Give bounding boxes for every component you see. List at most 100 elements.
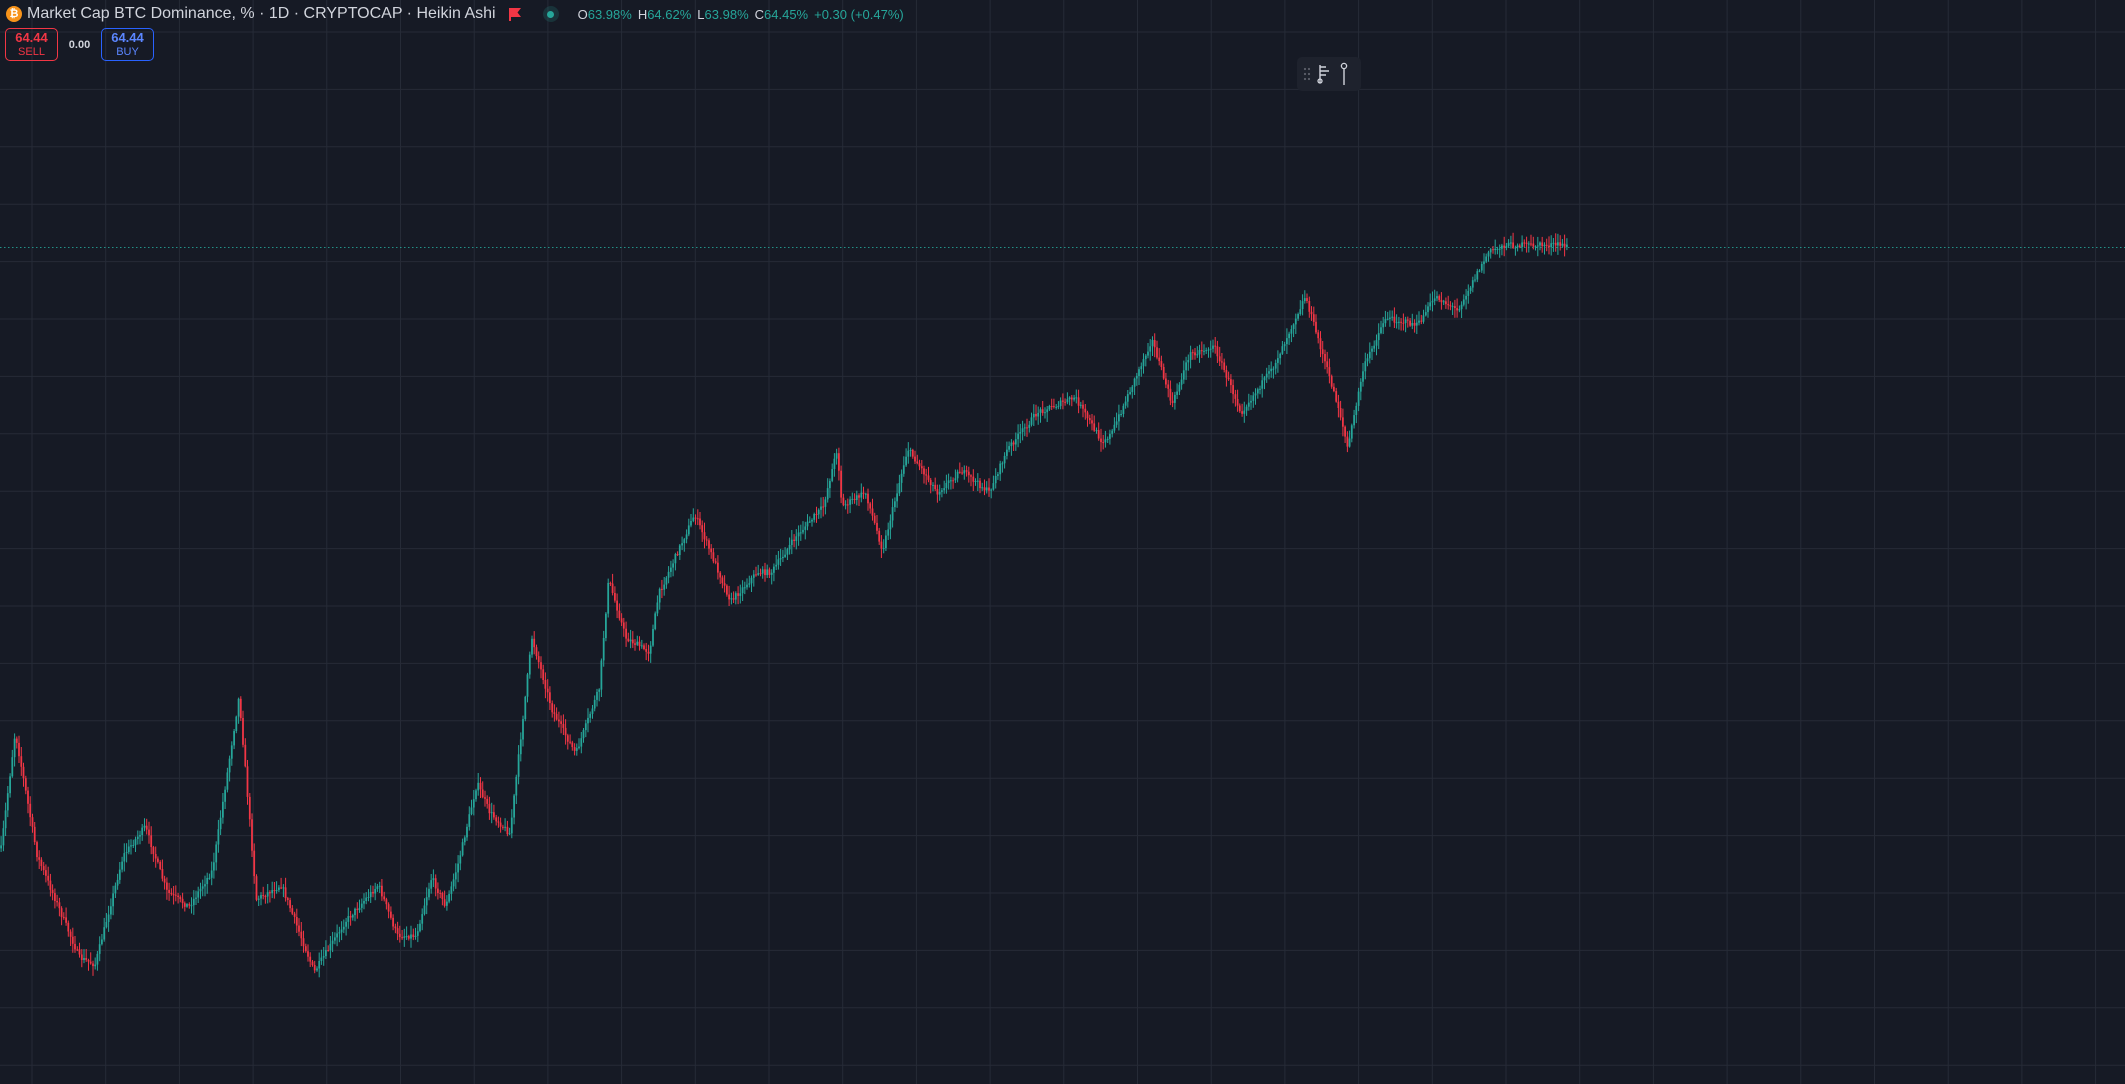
- candle-body: [1512, 242, 1514, 248]
- measure-pin-icon[interactable]: [1339, 62, 1349, 86]
- candle-body: [582, 730, 585, 739]
- candle-body: [1321, 349, 1324, 355]
- candle-body: [743, 587, 746, 589]
- candle-body: [676, 554, 679, 556]
- candle-body: [1317, 332, 1320, 339]
- candle-body: [1420, 320, 1423, 322]
- flag-icon[interactable]: [508, 7, 522, 21]
- candle-body: [1126, 394, 1129, 402]
- candle-body: [419, 923, 421, 932]
- candle-body: [80, 954, 83, 960]
- candle-body: [313, 965, 316, 971]
- candle-body: [36, 842, 38, 858]
- candle-body: [110, 906, 112, 915]
- candle-body: [412, 934, 415, 937]
- fork-tool-icon[interactable]: [1317, 63, 1333, 85]
- candle-body: [443, 899, 446, 906]
- sell-button[interactable]: 64.44 SELL: [5, 28, 58, 61]
- candle-body: [634, 643, 636, 645]
- candle-body: [976, 480, 979, 482]
- candle-body: [1227, 377, 1230, 380]
- candle-body: [600, 660, 603, 690]
- candle-body: [1530, 243, 1532, 245]
- candle-body: [1243, 410, 1246, 414]
- candle-body: [1138, 369, 1140, 376]
- buy-button[interactable]: 64.44 BUY: [101, 28, 154, 61]
- candle-body: [1097, 430, 1100, 439]
- candle-body: [1409, 320, 1411, 326]
- candle-body: [1245, 406, 1248, 411]
- candle-body: [416, 931, 419, 936]
- candle-body: [425, 897, 428, 906]
- candle-body: [31, 817, 34, 827]
- candle-body: [625, 628, 627, 639]
- candle-body: [553, 712, 556, 714]
- candle-body: [1541, 242, 1544, 247]
- candle-body: [1286, 338, 1288, 345]
- candle-body: [1400, 321, 1402, 323]
- candle-body: [640, 645, 643, 647]
- candle-body: [1424, 312, 1427, 316]
- candle-body: [1330, 376, 1333, 387]
- candle-body: [414, 935, 417, 937]
- candle-body: [1194, 352, 1196, 356]
- candle-body: [1467, 290, 1470, 296]
- candle-body: [786, 549, 789, 555]
- candle-body: [1525, 242, 1528, 244]
- candle-body: [145, 825, 148, 830]
- market-open-dot-icon[interactable]: [542, 6, 559, 22]
- candle-body: [1389, 317, 1391, 319]
- candle-body: [331, 940, 334, 944]
- candle-body: [1149, 346, 1152, 352]
- candle-body: [757, 573, 760, 575]
- candle-body: [1113, 424, 1116, 431]
- candle-body: [699, 518, 701, 526]
- candle-body: [45, 870, 47, 876]
- candle-body: [638, 641, 641, 647]
- candle-body: [1066, 399, 1069, 403]
- candle-body: [495, 817, 498, 822]
- candle-body: [1165, 378, 1167, 385]
- candle-body: [1415, 322, 1418, 326]
- candle-body: [519, 739, 522, 755]
- candle-body: [47, 875, 50, 881]
- candle-body: [784, 554, 786, 557]
- candle-body: [441, 893, 444, 900]
- candle-body: [470, 807, 473, 815]
- candle-body: [611, 583, 614, 593]
- candle-body: [970, 475, 972, 477]
- candle-body: [540, 662, 542, 670]
- candle-body: [226, 772, 229, 790]
- candle-body: [652, 629, 654, 646]
- candle-body: [1315, 321, 1317, 333]
- candle-body: [1386, 318, 1389, 320]
- candle-body: [1471, 280, 1474, 288]
- candle-body: [605, 613, 607, 639]
- candle-body: [867, 493, 869, 504]
- candle-body: [1037, 412, 1040, 417]
- candle-body: [266, 892, 269, 897]
- candle-body: [723, 583, 726, 586]
- candle-body: [1104, 439, 1107, 443]
- candle-body: [208, 877, 211, 879]
- candle-body: [1212, 345, 1214, 349]
- candle-body: [826, 488, 829, 500]
- close-label: C: [754, 6, 765, 22]
- candle-body: [1010, 442, 1013, 447]
- candle-body: [1053, 406, 1055, 408]
- candle-body: [1225, 370, 1228, 378]
- candle-body: [1046, 409, 1049, 413]
- candle-body: [298, 925, 300, 932]
- candle-body: [1064, 401, 1066, 403]
- candle-body: [694, 517, 697, 519]
- candle-body: [1012, 442, 1015, 445]
- candle-body: [678, 545, 681, 555]
- symbol-title[interactable]: Market Cap BTC Dominance, % · 1D · CRYPT…: [27, 5, 496, 22]
- candle-body: [38, 857, 41, 860]
- candle-body: [876, 522, 878, 531]
- candle-body: [282, 887, 285, 889]
- change-value: +0.30 (+0.47%): [814, 6, 904, 22]
- drag-handle-icon[interactable]: [1303, 67, 1311, 81]
